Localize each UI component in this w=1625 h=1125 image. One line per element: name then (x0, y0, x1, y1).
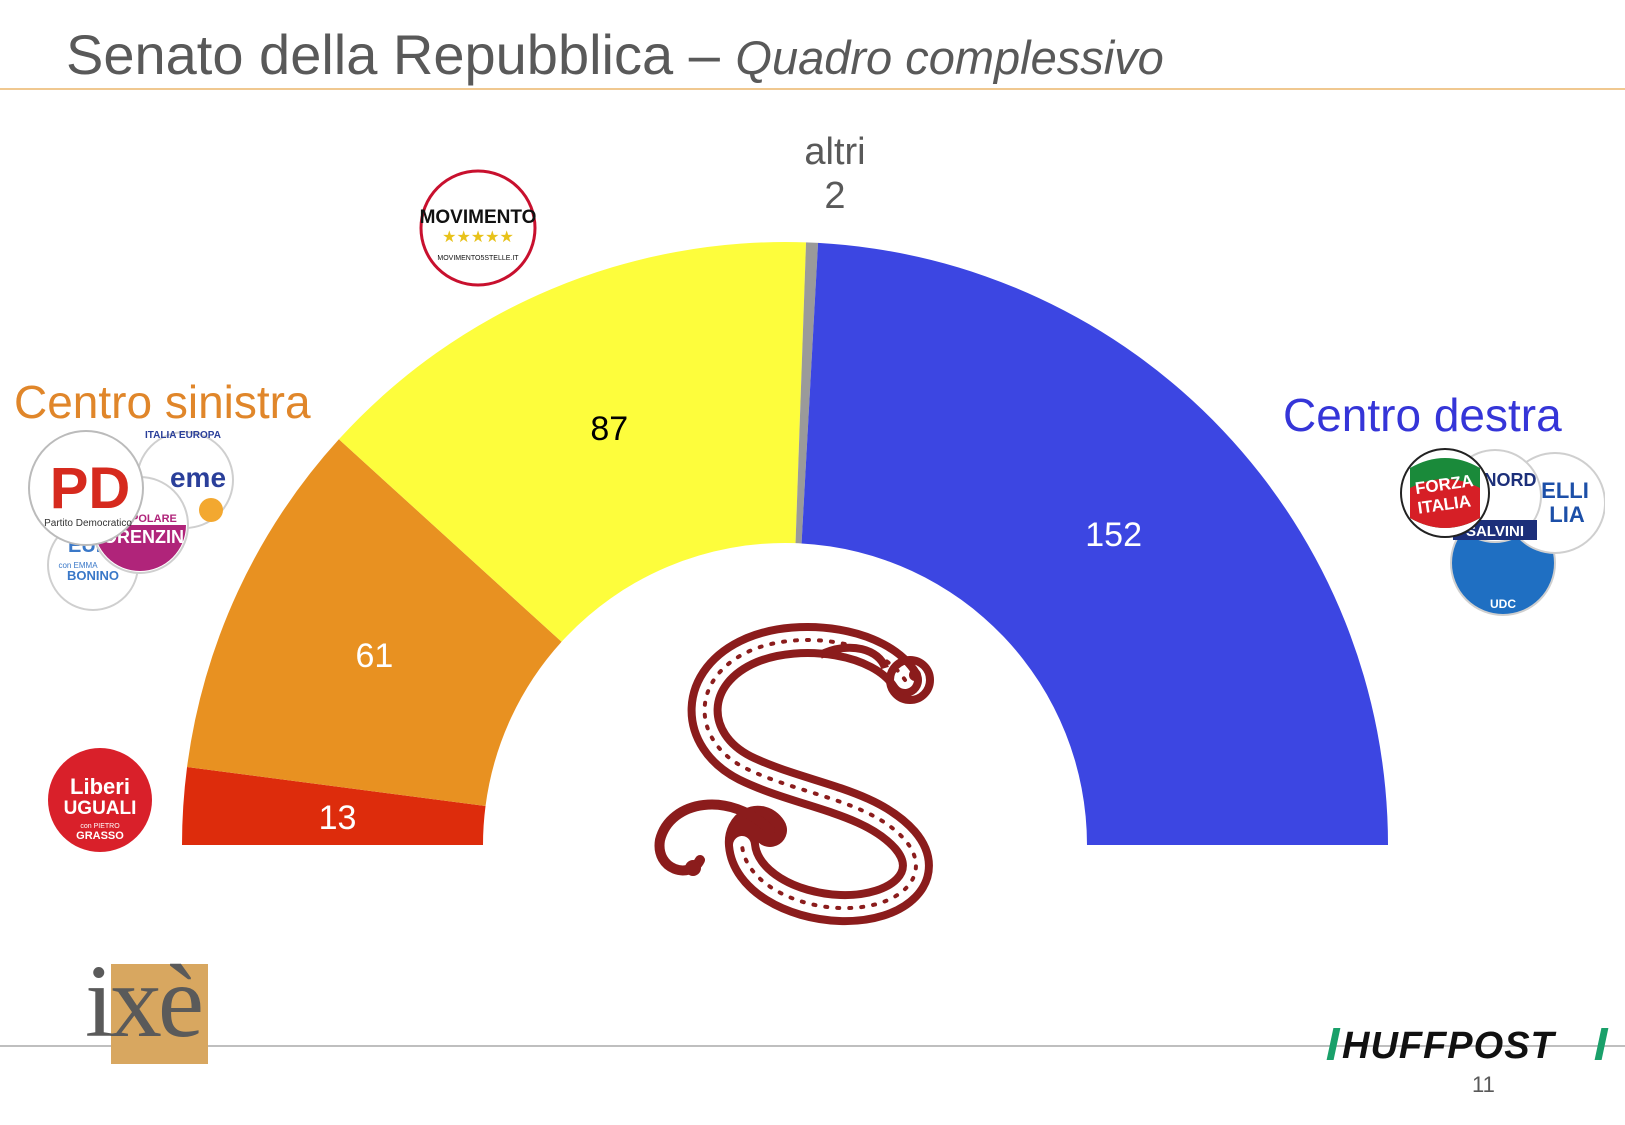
page-title: Senato della Repubblica – Quadro comples… (66, 22, 1164, 87)
svg-text:★★★★★: ★★★★★ (442, 229, 514, 246)
fdi-text: ELLI (1541, 478, 1589, 503)
huffpost-logo: HUFFPOST (1326, 1025, 1609, 1067)
pd-logo-icon (28, 430, 144, 546)
fdi-text2: LIA (1549, 502, 1585, 527)
m5s-arc-text: MOVIMENTO5STELLE.IT (437, 255, 519, 262)
value-label-1: 61 (356, 637, 394, 675)
pd-caption: Partito Democratico (44, 518, 132, 529)
leu-logo-icon: Liberi UGUALI con PIETRO GRASSO (48, 748, 152, 852)
lega-sub: SALVINI (1466, 523, 1524, 540)
segment-2 (338, 241, 807, 642)
title-main: Senato della Repubblica (66, 23, 674, 86)
leu-line2: UGUALI (64, 798, 137, 819)
title-divider (0, 88, 1625, 90)
others-label: altri 2 (775, 130, 895, 218)
insieme-text: eme (170, 462, 226, 493)
pd-text: PD (50, 456, 131, 521)
value-label-2: 87 (590, 410, 628, 448)
title-separator: – (688, 23, 720, 86)
europa-arc-text: ITALIA EUROPA (145, 430, 221, 441)
ixe-logo-text: ixè (85, 944, 204, 1059)
huffpost-logo-text: HUFFPOST (1342, 1025, 1555, 1067)
m5s-text: MOVIMENTO (420, 207, 537, 228)
ixe-logo: ixè (85, 944, 210, 1066)
segment-4 (801, 242, 1389, 845)
leu-sub: con PIETRO (80, 823, 120, 830)
bonino-text: BONINO (67, 568, 119, 583)
m5s-logo-icon: MOVIMENTO ★★★★★ MOVIMENTO5STELLE.IT (419, 169, 537, 287)
centro-destra-logos: UDC ELLI LIA NORD SALVINI FORZA ITALIA (1400, 448, 1605, 616)
others-value: 2 (824, 175, 846, 217)
value-label-0: 13 (319, 799, 357, 837)
segment-0 (182, 767, 486, 845)
bonino-pre-text: con EMMA (58, 561, 98, 570)
leu-line1: Liberi (70, 774, 130, 799)
coalition-label-left: Centro sinistra (14, 376, 311, 428)
footer-divider (0, 1045, 1625, 1047)
title-subtitle: Quadro complessivo (735, 31, 1164, 84)
others-name: altri (804, 131, 866, 173)
coalition-label-right: Centro destra (1283, 389, 1562, 441)
leu-sub2: GRASSO (76, 830, 124, 842)
lega-text: NORD (1484, 470, 1537, 490)
centro-sinistra-logos: BONINO con EMMA EUR eme ITALIA EUROPA PO… (28, 430, 234, 611)
udc-text: UDC (1490, 597, 1516, 611)
segment-3 (795, 242, 819, 544)
senate-emblem-icon (654, 623, 934, 926)
segment-1 (187, 439, 562, 806)
chart-segments (182, 241, 1389, 845)
page-number: 11 (1472, 1072, 1495, 1097)
value-label-4: 152 (1085, 516, 1142, 554)
chart-value-labels: 13 61 87 152 (319, 410, 1142, 837)
